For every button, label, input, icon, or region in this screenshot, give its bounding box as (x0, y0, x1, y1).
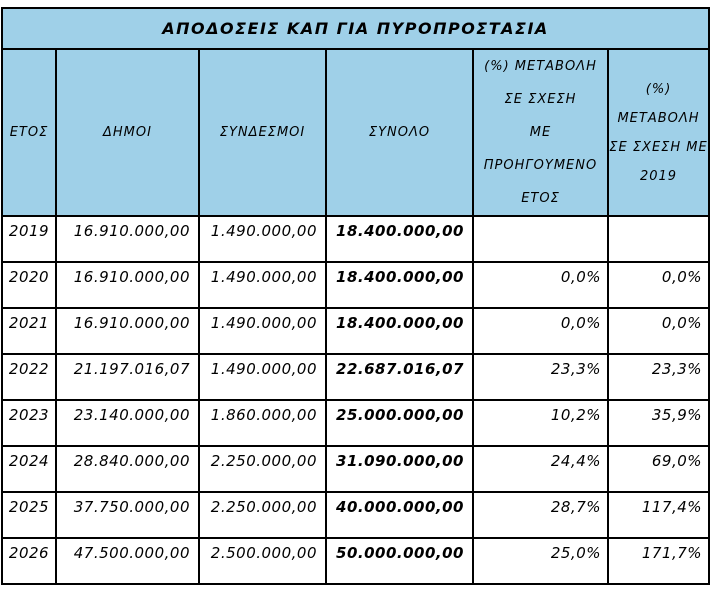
cell-pct-prev: 25,0% (472, 537, 609, 585)
column-header-syndesmoi: ΣΥΝΔΕΣΜΟΙ (198, 48, 327, 217)
cell-pct-2019: 117,4% (606, 491, 711, 539)
column-header-dimoi: ΔΗΜΟΙ (55, 48, 200, 217)
table-row-2020: 2020 16.910.000,00 1.490.000,00 18.400.0… (1, 261, 711, 309)
cell-syndesmoi: 2.250.000,00 (198, 491, 327, 539)
cell-pct-2019: 23,3% (606, 353, 711, 401)
cell-pct-2019: 0,0% (606, 261, 711, 309)
cell-synolo: 40.000.000,00 (325, 491, 474, 539)
cell-dimoi: 37.750.000,00 (55, 491, 200, 539)
header-line: ΣΕ ΣΧΕΣΗ (504, 92, 577, 107)
cell-dimoi: 28.840.000,00 (55, 445, 200, 493)
cell-syndesmoi: 1.860.000,00 (198, 399, 327, 447)
title-row: ΑΠΟΔΟΣΕΙΣ ΚΑΠ ΓΙΑ ΠΥΡΟΠΡΟΣΤΑΣΙΑ (0, 7, 711, 50)
table-row-2025: 2025 37.750.000,00 2.250.000,00 40.000.0… (1, 491, 711, 539)
cell-year: 2025 (1, 491, 57, 539)
cell-syndesmoi: 1.490.000,00 (198, 353, 327, 401)
cell-synolo: 18.400.000,00 (325, 261, 474, 309)
cell-synolo: 50.000.000,00 (325, 537, 474, 585)
header-line: ΜΕ (529, 125, 552, 140)
table-row-2019: 2019 16.910.000,00 1.490.000,00 18.400.0… (1, 215, 711, 263)
cell-year: 2021 (1, 307, 57, 355)
cell-syndesmoi: 1.490.000,00 (198, 261, 327, 309)
header-line: ΠΡΟΗΓΟΥΜΕΝΟ (483, 158, 598, 173)
cell-synolo: 18.400.000,00 (325, 215, 474, 263)
header-line: (%) (645, 81, 672, 97)
cell-pct-prev: 28,7% (472, 491, 609, 539)
cell-year: 2026 (1, 537, 57, 585)
column-header-pct-vs-2019: (%) ΜΕΤΑΒΟΛΗ ΣΕ ΣΧΕΣΗ ΜΕ 2019 (606, 48, 711, 217)
cell-year: 2024 (1, 445, 57, 493)
cell-dimoi: 23.140.000,00 (55, 399, 200, 447)
table-row-2023: 2023 23.140.000,00 1.860.000,00 25.000.0… (1, 399, 711, 447)
cell-pct-prev: 10,2% (472, 399, 609, 447)
cell-pct-prev: 24,4% (472, 445, 609, 493)
cell-pct-2019: 35,9% (606, 399, 711, 447)
cell-pct-2019: 0,0% (606, 307, 711, 355)
cell-pct-2019: 171,7% (606, 537, 711, 585)
cell-year: 2023 (1, 399, 57, 447)
header-line: ΣΕ ΣΧΕΣΗ ΜΕ (609, 139, 708, 155)
table-row-2022: 2022 21.197.016,07 1.490.000,00 22.687.0… (1, 353, 711, 401)
cell-dimoi: 16.910.000,00 (55, 261, 200, 309)
cell-year: 2020 (1, 261, 57, 309)
column-header-year: ΕΤΟΣ (1, 48, 57, 217)
cell-syndesmoi: 1.490.000,00 (198, 215, 327, 263)
cell-dimoi: 16.910.000,00 (55, 307, 200, 355)
header-row: ΕΤΟΣ ΔΗΜΟΙ ΣΥΝΔΕΣΜΟΙ ΣΥΝΟΛΟ (%) ΜΕΤΑΒΟΛΗ… (1, 48, 711, 217)
table-row-2024: 2024 28.840.000,00 2.250.000,00 31.090.0… (1, 445, 711, 493)
header-line: 2019 (639, 168, 678, 184)
cell-synolo: 31.090.000,00 (325, 445, 474, 493)
column-header-pct-prev-year: (%) ΜΕΤΑΒΟΛΗ ΣΕ ΣΧΕΣΗ ΜΕ ΠΡΟΗΓΟΥΜΕΝΟ ΕΤΟ… (472, 48, 609, 217)
cell-pct-prev: 0,0% (472, 307, 609, 355)
cell-dimoi: 16.910.000,00 (55, 215, 200, 263)
cell-pct-2019: 69,0% (606, 445, 711, 493)
header-line: ΕΤΟΣ (521, 191, 560, 206)
cell-synolo: 25.000.000,00 (325, 399, 474, 447)
cell-syndesmoi: 2.250.000,00 (198, 445, 327, 493)
header-line: (%) ΜΕΤΑΒΟΛΗ (484, 59, 597, 74)
cell-pct-prev: 23,3% (472, 353, 609, 401)
table-row-2026: 2026 47.500.000,00 2.500.000,00 50.000.0… (1, 537, 711, 585)
cell-pct-prev: 0,0% (472, 261, 609, 309)
cell-pct-2019 (606, 215, 711, 263)
cell-syndesmoi: 2.500.000,00 (198, 537, 327, 585)
cell-year: 2019 (1, 215, 57, 263)
cell-year: 2022 (1, 353, 57, 401)
cell-dimoi: 21.197.016,07 (55, 353, 200, 401)
cell-synolo: 22.687.016,07 (325, 353, 474, 401)
cell-pct-prev (472, 215, 609, 263)
header-line: ΜΕΤΑΒΟΛΗ (617, 110, 700, 126)
cell-synolo: 18.400.000,00 (325, 307, 474, 355)
column-header-synolo: ΣΥΝΟΛΟ (325, 48, 474, 217)
table-row-2021: 2021 16.910.000,00 1.490.000,00 18.400.0… (1, 307, 711, 355)
table-title: ΑΠΟΔΟΣΕΙΣ ΚΑΠ ΓΙΑ ΠΥΡΟΠΡΟΣΤΑΣΙΑ (0, 7, 711, 50)
cell-dimoi: 47.500.000,00 (55, 537, 200, 585)
data-table: ΑΠΟΔΟΣΕΙΣ ΚΑΠ ΓΙΑ ΠΥΡΟΠΡΟΣΤΑΣΙΑ ΕΤΟΣ ΔΗΜ… (0, 7, 711, 585)
cell-syndesmoi: 1.490.000,00 (198, 307, 327, 355)
